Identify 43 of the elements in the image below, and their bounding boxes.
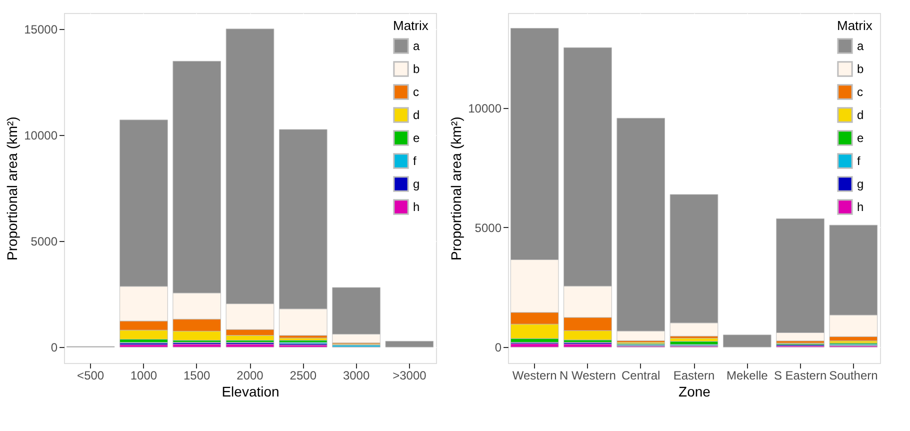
legend-title: Matrix [837, 18, 873, 33]
x-tick-label: 1000 [130, 368, 158, 382]
y-tick-label: 10000 [468, 101, 502, 116]
x-tick-label: Eastern [673, 368, 715, 382]
y-tick-label: 10000 [24, 128, 58, 142]
x-tick-label: 3000 [342, 368, 370, 382]
legend-label: a [413, 39, 420, 53]
legend-label: h [857, 200, 864, 214]
x-tick-label: 2000 [236, 368, 264, 382]
x-tick-label: S Eastern [774, 368, 827, 382]
legend-label: d [857, 108, 864, 122]
legend-label: b [413, 62, 420, 76]
y-axis-title: Proportional area (km²) [448, 116, 464, 260]
x-tick-label: Mekelle [726, 368, 768, 382]
legend-label: a [857, 39, 864, 53]
x-axis-title: Zone [678, 384, 711, 400]
y-tick-label: 15000 [24, 22, 58, 36]
y-axis-title: Proportional area (km²) [4, 116, 20, 260]
legend-label: c [857, 85, 863, 99]
y-tick-label: 5000 [474, 220, 502, 235]
legend-label: d [413, 108, 420, 122]
legend-label: e [857, 131, 864, 145]
legend-label: f [413, 154, 417, 168]
y-tick-label: 5000 [30, 234, 58, 249]
legend-label: h [413, 200, 420, 214]
legend-label: c [413, 85, 419, 99]
x-tick-label: 2500 [290, 368, 317, 382]
x-tick-label: <500 [77, 368, 104, 382]
x-tick-label: >3000 [392, 368, 427, 382]
x-tick-label: Central [622, 368, 660, 382]
legend-label: e [413, 131, 420, 145]
legend-label: f [857, 154, 861, 168]
y-tick-label: 0 [50, 340, 58, 355]
x-tick-label: Southern [829, 368, 878, 382]
x-tick-label: Western [512, 368, 557, 382]
x-tick-label: 1500 [184, 368, 211, 382]
legend-title: Matrix [393, 18, 429, 33]
x-tick-label: N Western [559, 368, 616, 382]
legend-label: g [413, 177, 420, 191]
legend-label: b [857, 62, 864, 76]
x-axis-title: Elevation [222, 384, 280, 400]
legend-label: g [857, 177, 864, 191]
y-tick-label: 0 [494, 340, 502, 355]
